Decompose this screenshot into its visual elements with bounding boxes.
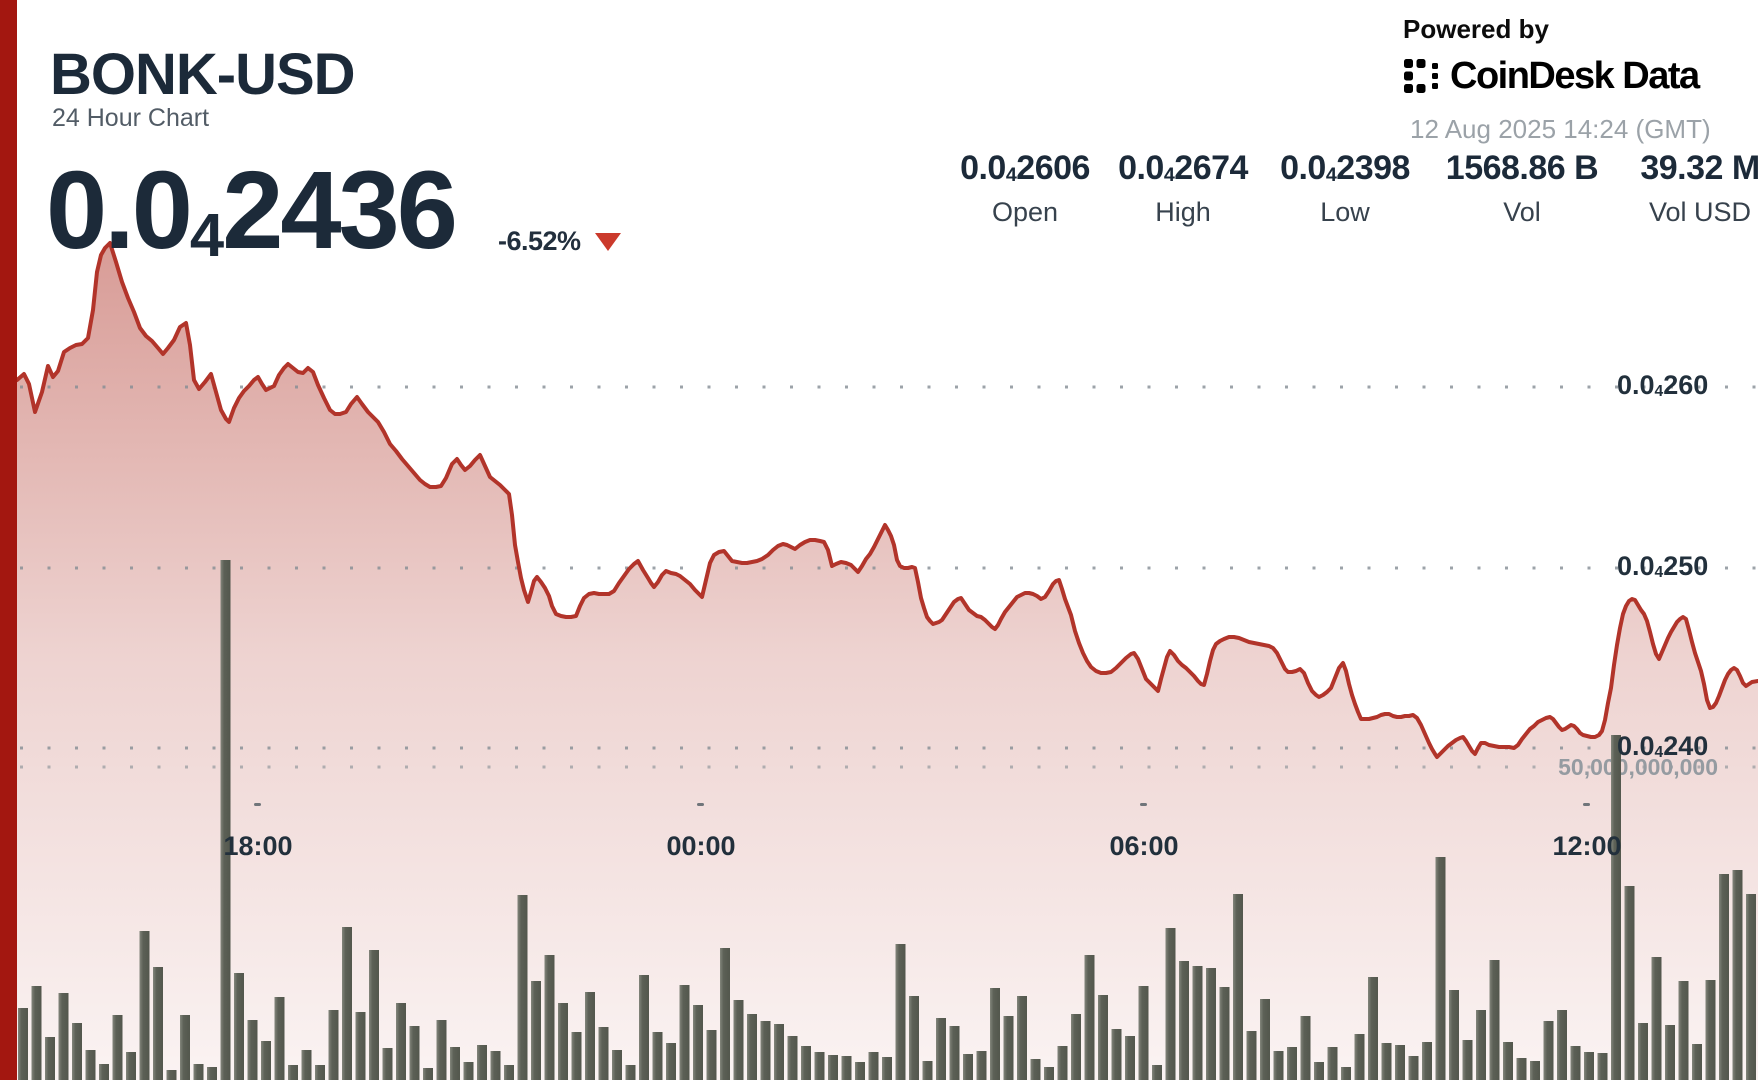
y-axis-label-240: 0.04240 xyxy=(1617,731,1709,761)
volume-axis-label: 50,000,000,000 xyxy=(1558,754,1718,780)
x-axis-tick xyxy=(1140,803,1147,806)
symbol-title: BONK-USD xyxy=(50,42,356,107)
stat-high-label: High xyxy=(1155,197,1211,227)
last-price: 0.042436 xyxy=(46,149,458,272)
chart-period-subtitle: 24 Hour Chart xyxy=(52,104,210,132)
y-axis-label-260: 0.04260 xyxy=(1617,370,1709,400)
volume-bars xyxy=(18,560,1756,1080)
brand-name-data: Data xyxy=(1622,55,1700,97)
stat-volume-usd-value: 39.32 M xyxy=(1640,149,1758,187)
coindesk-data-logo: CoinDesk Data xyxy=(1401,55,1700,97)
stat-low: 0.042398 Low xyxy=(1255,151,1435,226)
stat-open-label: Open xyxy=(991,197,1059,227)
stat-volume-label: Vol xyxy=(1503,197,1541,227)
powered-by-label: Powered by xyxy=(1403,14,1549,44)
x-axis-label-1200: 12:00 xyxy=(1552,831,1622,861)
x-axis-tick xyxy=(1583,803,1590,806)
down-arrow-icon xyxy=(594,232,621,251)
stat-high-value: 0.042674 xyxy=(1118,149,1248,187)
stat-volume-usd-label: Vol USD xyxy=(1648,197,1752,227)
stat-open-value: 0.042606 xyxy=(960,149,1090,187)
price-line xyxy=(15,241,1758,759)
price-change-row: -6.52% xyxy=(498,228,621,255)
timestamp: 12 Aug 2025 14:24 (GMT) xyxy=(1410,114,1711,144)
y-axis-label-250: 0.04250 xyxy=(1617,551,1709,581)
left-accent-bar xyxy=(0,0,17,1080)
stat-volume-value: 1568.86 B xyxy=(1445,149,1599,187)
stat-low-value: 0.042398 xyxy=(1280,149,1410,187)
price-subscript: 4 xyxy=(189,201,224,270)
x-axis-tick xyxy=(697,803,704,806)
x-axis-tick xyxy=(254,803,261,806)
brand-name-coindesk: CoinDesk xyxy=(1450,55,1615,97)
stat-volume: 1568.86 B Vol xyxy=(1432,151,1612,226)
stat-open: 0.042606 Open xyxy=(935,151,1115,226)
stat-low-label: Low xyxy=(1320,197,1370,227)
stat-volume-usd: 39.32 M Vol USD xyxy=(1610,151,1758,226)
x-axis-label-0000: 00:00 xyxy=(666,831,736,861)
coindesk-logo-icon xyxy=(1404,59,1438,93)
change-percent: -6.52% xyxy=(498,226,581,256)
x-axis-label-0600: 06:00 xyxy=(1109,831,1179,861)
stat-high: 0.042674 High xyxy=(1093,151,1273,226)
x-axis-label-1800: 18:00 xyxy=(223,831,293,861)
